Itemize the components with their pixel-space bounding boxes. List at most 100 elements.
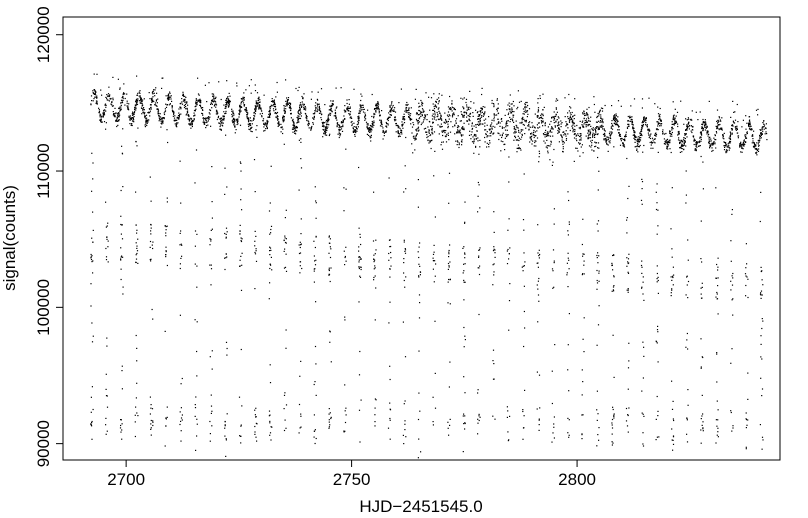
data-point [587,116,589,118]
data-point [732,100,734,102]
data-point [447,115,449,118]
data-point [388,116,390,118]
data-point [712,144,714,146]
data-point [546,134,548,136]
data-point [619,144,622,146]
data-point [595,121,598,123]
data-point [277,125,279,127]
data-point [150,419,152,422]
data-point [695,150,697,152]
data-point [641,260,643,262]
data-point [745,448,747,450]
data-point [628,262,630,264]
data-point [112,76,114,78]
data-point [686,419,688,421]
data-point [327,123,329,125]
data-point [672,435,675,437]
data-point [194,319,196,321]
data-point [528,108,531,110]
data-point [210,394,212,396]
data-point [493,274,495,276]
data-point [473,140,475,142]
data-point [117,116,119,118]
data-point [218,122,220,124]
data-point [672,116,675,118]
data-point [152,93,154,95]
data-point [241,405,243,407]
data-point [303,103,305,105]
data-point [761,127,763,129]
data-point [120,247,122,249]
data-point [740,151,742,153]
data-point [150,230,152,232]
data-point [120,258,122,260]
data-point [614,115,616,117]
data-point [95,94,97,96]
data-point [704,121,707,123]
data-point [315,202,317,204]
data-point [760,297,762,299]
data-point [599,121,601,123]
data-point [427,135,429,138]
data-point [712,149,714,152]
data-point [121,102,123,104]
data-point [457,132,459,134]
data-point [729,138,731,140]
data-point [360,258,362,260]
data-point [224,420,226,423]
data-point [166,129,168,131]
data-point [549,123,551,125]
data-point [202,107,204,109]
data-point [165,232,167,234]
data-point [565,133,567,135]
data-point [195,396,197,398]
data-point [399,135,401,137]
data-point [662,132,664,134]
data-point [256,92,259,94]
data-point [648,134,650,136]
data-point [164,225,166,227]
data-point [504,149,506,151]
data-point [328,421,330,423]
data-point [568,110,570,112]
data-point [562,140,565,143]
data-point [255,235,257,237]
data-point [437,113,439,115]
data-point [518,148,520,150]
data-point [403,272,405,274]
data-point [479,139,481,141]
data-point [302,97,304,100]
data-point [182,91,184,93]
data-point [282,119,284,121]
data-point [187,104,189,106]
data-point [303,106,305,108]
data-point [760,290,763,292]
data-point [211,103,213,105]
data-point [486,142,488,144]
data-point [211,201,213,203]
data-point [267,120,269,122]
data-point [543,106,545,108]
data-point [148,119,150,121]
data-point [581,438,583,440]
data-point [401,125,403,127]
data-point [681,143,683,145]
data-point [356,124,358,126]
data-point [685,129,687,131]
data-point [285,329,287,331]
data-point [464,422,466,424]
data-point [522,410,524,413]
data-point [597,156,599,159]
data-point [449,418,451,420]
data-point [715,139,717,141]
data-point [522,438,524,440]
data-point [179,244,181,246]
data-point [527,113,529,115]
data-point [150,423,152,425]
data-point [627,272,630,274]
data-point [253,117,255,119]
data-point [578,142,580,144]
data-point [742,119,744,121]
data-point [592,135,594,137]
data-point [587,123,589,126]
